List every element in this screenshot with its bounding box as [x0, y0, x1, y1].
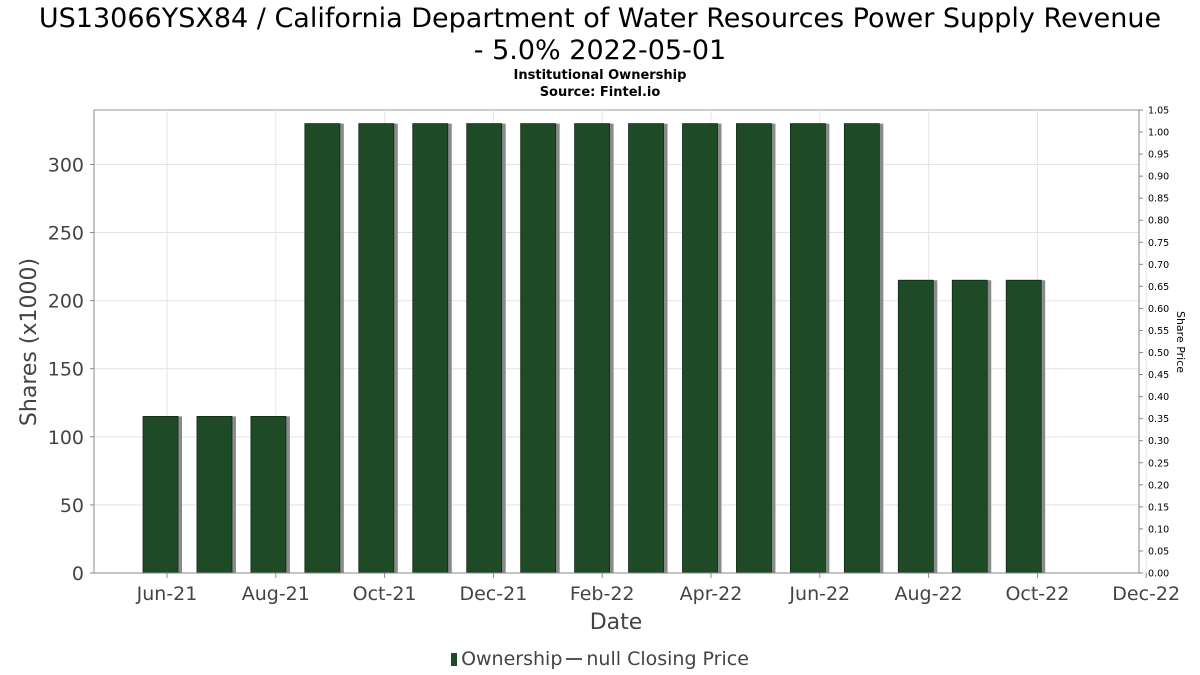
y2-axis-label: Share Price	[1174, 311, 1187, 373]
bar	[358, 123, 398, 574]
x-tick-label: Aug-21	[242, 583, 310, 605]
bar	[574, 123, 614, 574]
y-tick-label: 150	[48, 359, 84, 381]
y2-tick-label: 0.70	[1148, 260, 1169, 271]
chart-source: Source: Fintel.io	[539, 85, 661, 100]
x-tick-label: Feb-22	[570, 583, 635, 605]
bar	[142, 415, 182, 574]
chart-title-line1: US13066YSX84 / California Department of …	[38, 3, 1162, 34]
bar-body	[142, 415, 179, 574]
y2-tick-label: 0.25	[1148, 458, 1169, 469]
x-tick-label: Oct-21	[353, 583, 417, 605]
y2-tick-label: 0.00	[1148, 569, 1169, 580]
y2-tick-label: 1.00	[1148, 128, 1169, 139]
bar-body	[628, 123, 664, 574]
y2-tick-label: 0.15	[1148, 502, 1169, 513]
legend: Ownership null Closing Price	[0, 648, 1200, 670]
bar-body	[304, 123, 341, 574]
y2-tick-label: 0.95	[1148, 150, 1169, 161]
y2-tick-label: 0.40	[1148, 392, 1169, 403]
bar	[897, 279, 938, 574]
bar	[466, 123, 506, 574]
legend-entry-closing-price: null Closing Price	[586, 648, 749, 670]
x-tick-label: Aug-22	[895, 583, 963, 605]
bar-body	[790, 123, 826, 574]
x-tick-label: Jun-22	[788, 583, 850, 605]
chart-subtitle: Institutional Ownership	[513, 68, 687, 83]
bar-body	[736, 123, 772, 574]
x-tick-label: Apr-22	[680, 583, 743, 605]
y2-tick-label: 0.65	[1148, 282, 1169, 293]
x-tick-label: Jun-21	[136, 583, 198, 605]
y2-tick-label: 1.05	[1148, 106, 1169, 117]
bar	[196, 415, 236, 574]
bar	[520, 123, 560, 574]
bar	[951, 279, 992, 574]
y2-tick-label: 0.45	[1148, 370, 1169, 381]
bar	[304, 123, 344, 574]
x-tick-label: Oct-22	[1005, 583, 1069, 605]
y2-tick-label: 0.55	[1148, 326, 1169, 337]
bar-body	[1005, 279, 1042, 574]
bar	[790, 123, 830, 574]
legend-entry-ownership: Ownership	[461, 648, 563, 670]
y2-tick-label: 0.90	[1148, 172, 1169, 183]
bar-body	[466, 123, 503, 574]
y-tick-label: 250	[48, 223, 84, 245]
closing-price-legend-swatch	[566, 658, 583, 660]
y2-tick-label: 0.60	[1148, 304, 1169, 315]
y-tick-label: 100	[48, 427, 84, 449]
y2-tick-label: 0.20	[1148, 480, 1169, 491]
ownership-legend-swatch	[451, 653, 458, 666]
y2-tick-label: 0.10	[1148, 524, 1169, 535]
chart-title-line2: - 5.0% 2022-05-01	[473, 35, 727, 66]
bar	[736, 123, 776, 574]
y2-tick-label: 0.75	[1148, 238, 1169, 249]
bar-body	[574, 123, 610, 574]
y-axis-label: Shares (x1000)	[17, 258, 42, 426]
bar-body	[358, 123, 395, 574]
y-tick-label: 0	[72, 563, 84, 585]
bar-body	[520, 123, 557, 574]
y2-tick-label: 0.05	[1148, 546, 1169, 557]
bar	[843, 123, 884, 574]
bar-body	[682, 123, 718, 574]
bar-body	[951, 279, 988, 574]
bar-body	[843, 123, 880, 574]
x-axis-label: Date	[590, 610, 643, 635]
y-tick-label: 50	[60, 495, 84, 517]
bar-body	[412, 123, 449, 574]
x-tick-label: Dec-21	[459, 583, 527, 605]
x-tick-label: Dec-22	[1112, 583, 1180, 605]
bar-body	[196, 415, 233, 574]
bar	[1005, 279, 1046, 574]
bar-body	[897, 279, 934, 574]
y2-tick-label: 0.85	[1148, 194, 1169, 205]
bar	[628, 123, 668, 574]
y-tick-label: 300	[48, 154, 84, 176]
y2-tick-label: 0.30	[1148, 436, 1169, 447]
y2-tick-label: 0.80	[1148, 216, 1169, 227]
y-tick-label: 200	[48, 291, 84, 313]
bar-body	[250, 415, 287, 574]
y2-tick-label: 0.50	[1148, 348, 1169, 359]
bar	[682, 123, 722, 574]
bar	[412, 123, 452, 574]
bar	[250, 415, 290, 574]
y2-tick-label: 0.35	[1148, 414, 1169, 425]
